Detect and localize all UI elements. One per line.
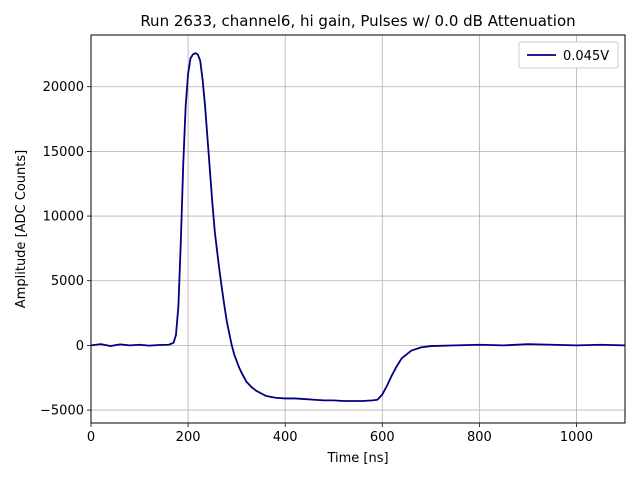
legend: 0.045V	[518, 41, 619, 69]
y-tick-label: 15000	[43, 145, 84, 160]
y-tick-label: −5000	[40, 404, 84, 419]
y-axis-label: Amplitude [ADC Counts]	[14, 150, 29, 308]
x-tick-label: 1000	[560, 430, 593, 445]
grid-lines	[90, 35, 625, 423]
plot-frame	[90, 34, 626, 424]
x-tick-label: 0	[87, 430, 95, 445]
legend-label-0.045V: 0.045V	[563, 49, 609, 64]
series-line-0.045V	[90, 52, 626, 402]
x-tick-label: 400	[273, 430, 298, 445]
y-tick-label: 0	[76, 339, 84, 354]
chart-title: Run 2633, channel6, hi gain, Pulses w/ 0…	[140, 12, 575, 30]
x-tick-label: 600	[370, 430, 395, 445]
plot-data	[90, 52, 626, 402]
axis-ticks: 0 200 400 600 800 1000−5000050001000015000200…	[40, 80, 593, 445]
x-tick-label: 200	[176, 430, 201, 445]
legend-box	[518, 41, 619, 69]
y-tick-label: 20000	[43, 80, 84, 95]
y-tick-label: 10000	[43, 210, 84, 225]
y-tick-label: 5000	[51, 274, 84, 289]
x-tick-label: 800	[467, 430, 492, 445]
x-axis-label: Time [ns]	[326, 451, 388, 466]
